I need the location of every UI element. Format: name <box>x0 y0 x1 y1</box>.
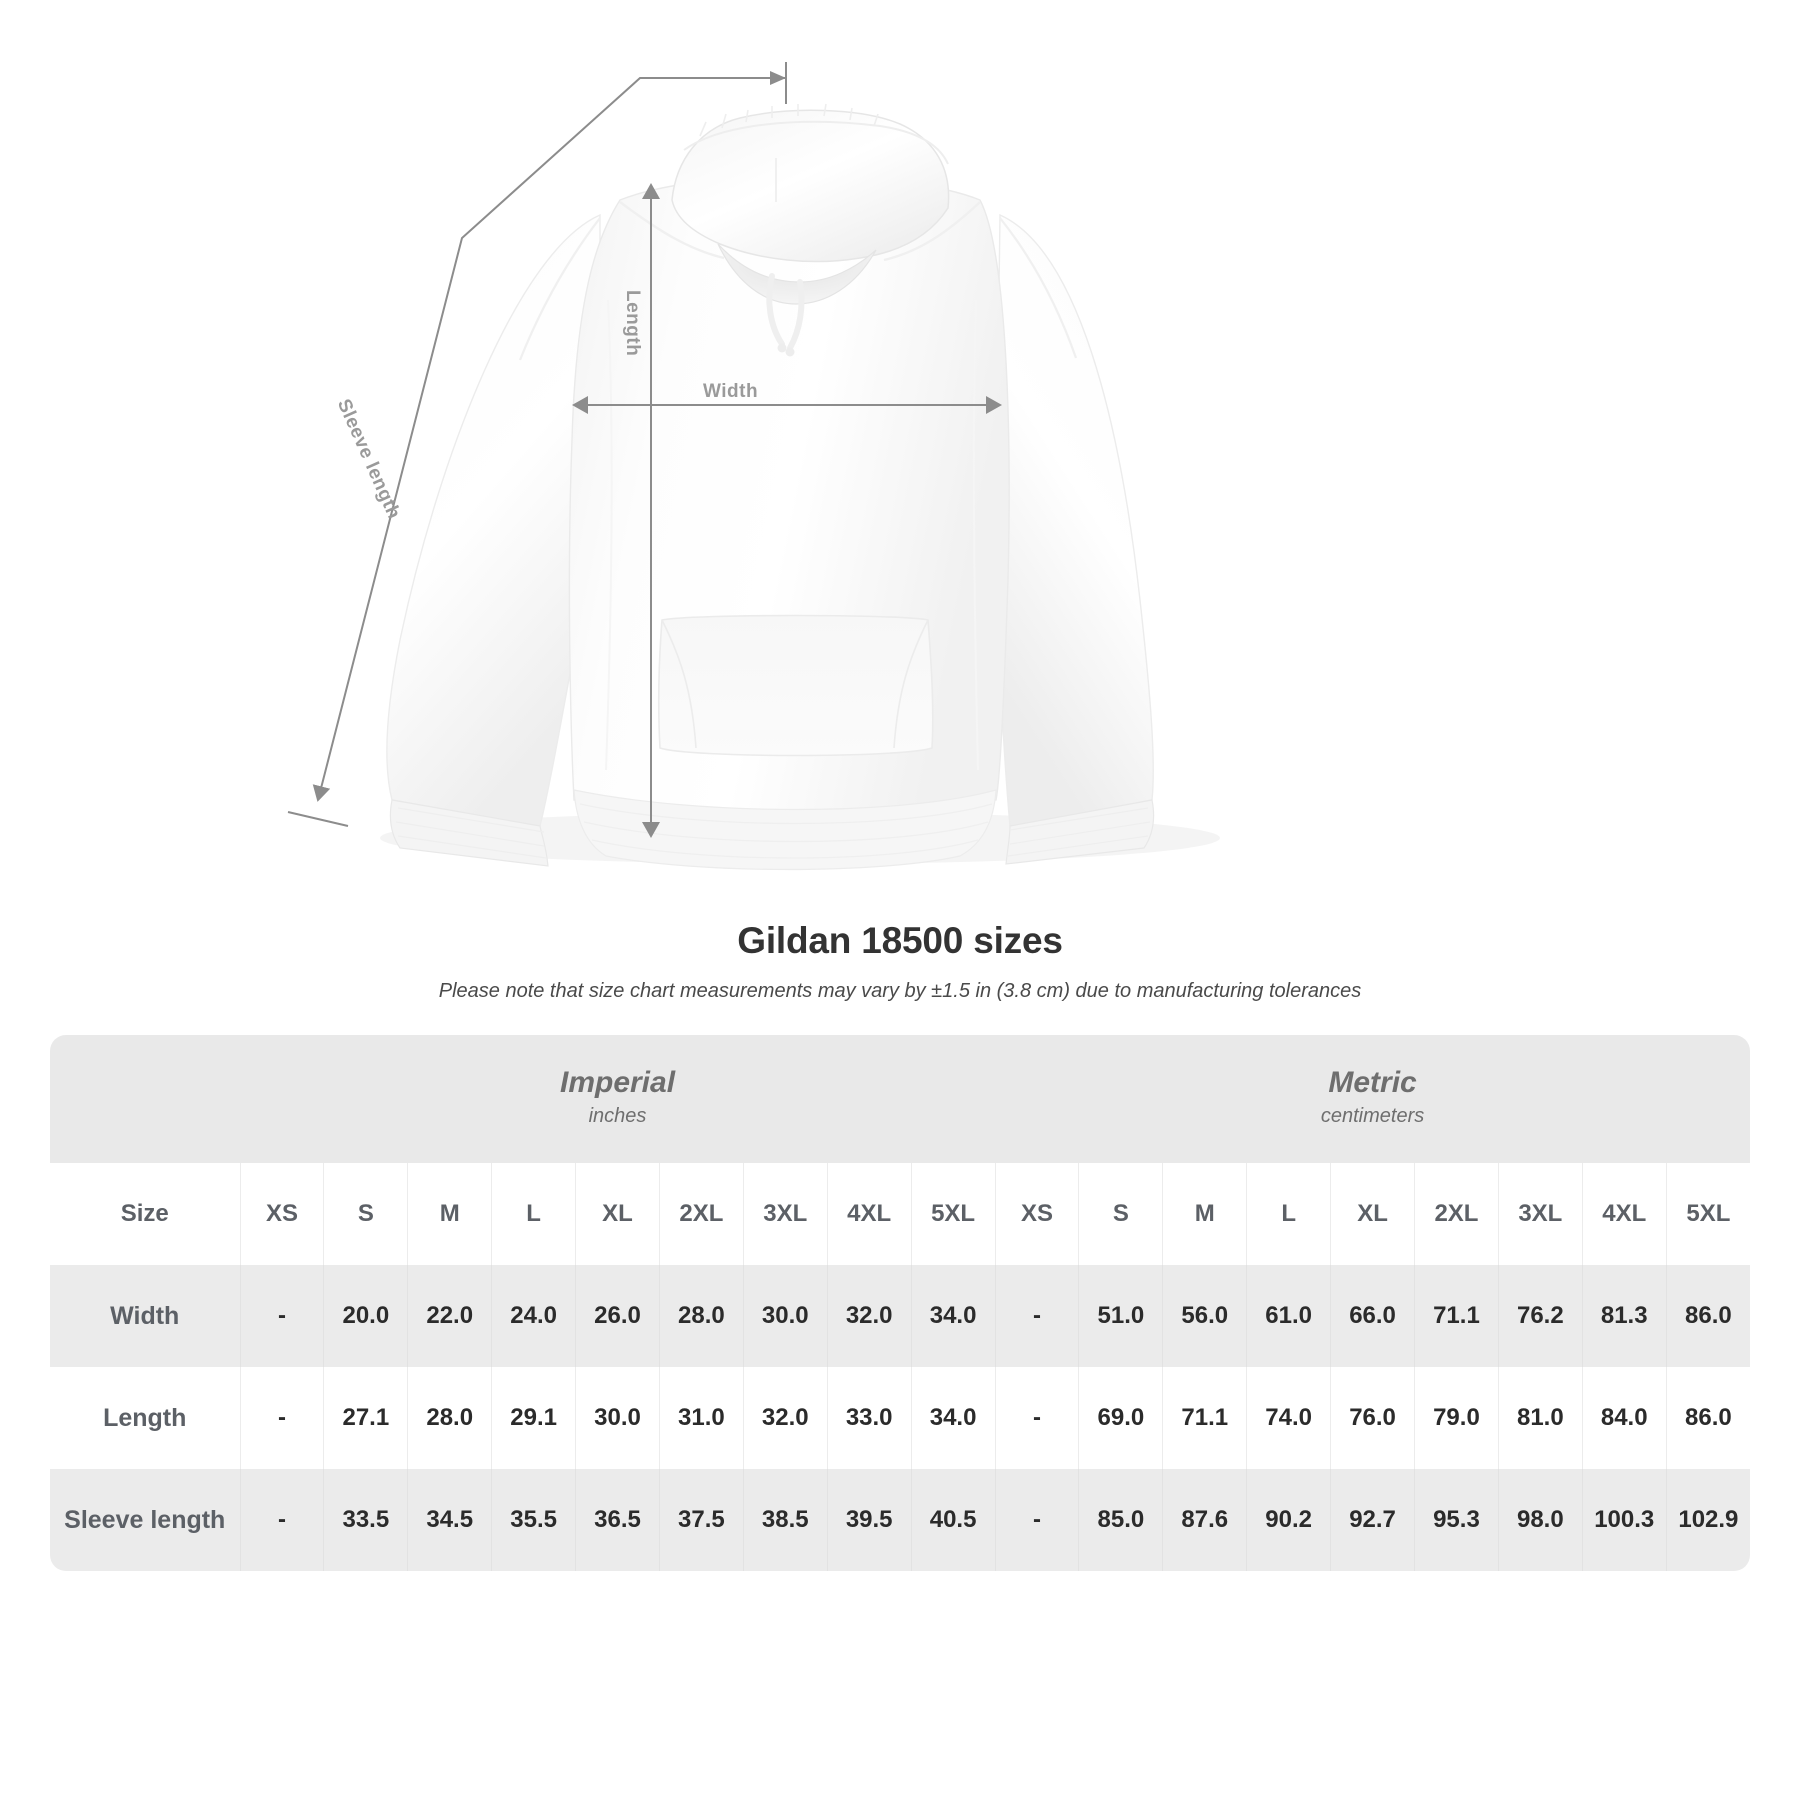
size-header-imperial-5xl: 5XL <box>910 1163 996 1265</box>
cell-length-metric-3xl: 81.0 <box>1497 1367 1583 1469</box>
size-row-label: Size <box>50 1163 240 1265</box>
size-header-metric-l: L <box>1246 1163 1331 1265</box>
size-header-imperial-s: S <box>323 1163 408 1265</box>
cell-sleeve-length-metric-xl: 92.7 <box>1330 1469 1415 1571</box>
cell-length-metric-s: 69.0 <box>1078 1367 1163 1469</box>
page-title: Gildan 18500 sizes <box>737 920 1063 961</box>
cell-length-metric-4xl: 84.0 <box>1581 1367 1667 1469</box>
cell-width-imperial-m: 22.0 <box>407 1265 492 1367</box>
cell-sleeve-length-imperial-s: 33.5 <box>323 1469 408 1571</box>
system-header-metric: Metric centimeters <box>995 1035 1751 1163</box>
cell-sleeve-length-metric-xs: - <box>994 1469 1079 1571</box>
cell-sleeve-length-metric-l: 90.2 <box>1246 1469 1331 1571</box>
cell-sleeve-length-metric-4xl: 100.3 <box>1581 1469 1667 1571</box>
chart-heading: Gildan 18500 sizes Please note that size… <box>0 920 1800 1003</box>
cell-width-metric-m: 56.0 <box>1162 1265 1247 1367</box>
size-header-metric-3xl: 3XL <box>1497 1163 1583 1265</box>
size-table-body: Width -20.0 22.0 24.0 26.0 28.0 30.0 32.0 34.0-5… <box>50 1265 1751 1571</box>
cell-length-metric-m: 71.1 <box>1162 1367 1247 1469</box>
cell-sleeve-length-metric-3xl: 98.0 <box>1497 1469 1583 1571</box>
size-header-imperial-2xl: 2XL <box>658 1163 744 1265</box>
cell-sleeve-length-metric-5xl: 102.9 <box>1665 1469 1751 1571</box>
cell-length-metric-xs: - <box>994 1367 1079 1469</box>
size-header-metric-xl: XL <box>1330 1163 1415 1265</box>
row-label-sleeve-length: Sleeve length <box>50 1469 240 1571</box>
cell-width-metric-5xl: 86.0 <box>1665 1265 1751 1367</box>
size-header-metric-2xl: 2XL <box>1414 1163 1499 1265</box>
size-chart-table: Imperial inches Metric centimeters Size … <box>50 1035 1751 1571</box>
system-header-imperial: Imperial inches <box>240 1035 996 1163</box>
cell-length-imperial-xs: - <box>239 1367 324 1469</box>
cell-sleeve-length-imperial-3xl: 38.5 <box>742 1469 828 1571</box>
row-label-width: Width <box>50 1265 240 1367</box>
size-header-metric-m: M <box>1162 1163 1247 1265</box>
cell-width-metric-l: 61.0 <box>1246 1265 1331 1367</box>
cell-sleeve-length-imperial-4xl: 39.5 <box>826 1469 912 1571</box>
cell-sleeve-length-imperial-xs: - <box>239 1469 324 1571</box>
cell-width-imperial-s: 20.0 <box>323 1265 408 1367</box>
cell-width-imperial-2xl: 28.0 <box>658 1265 744 1367</box>
table-row: Sleeve length -33.5 34.5 35.5 36.5 37.5 38.5 39… <box>50 1469 1751 1571</box>
cell-sleeve-length-metric-m: 87.6 <box>1162 1469 1247 1571</box>
cell-length-imperial-4xl: 33.0 <box>826 1367 912 1469</box>
cell-width-imperial-xs: - <box>239 1265 324 1367</box>
cell-width-metric-xl: 66.0 <box>1330 1265 1415 1367</box>
cell-sleeve-length-imperial-2xl: 37.5 <box>658 1469 744 1571</box>
tolerance-note: Please note that size chart measurements… <box>438 980 1362 1002</box>
system-unit-metric: centimeters <box>1320 1105 1425 1128</box>
size-header-imperial-4xl: 4XL <box>826 1163 912 1265</box>
cell-length-metric-l: 74.0 <box>1246 1367 1331 1469</box>
system-unit-imperial: inches <box>588 1105 647 1128</box>
cell-width-imperial-3xl: 30.0 <box>742 1265 828 1367</box>
cell-length-metric-2xl: 79.0 <box>1414 1367 1499 1469</box>
cell-sleeve-length-imperial-xl: 36.5 <box>575 1469 660 1571</box>
cell-width-metric-3xl: 76.2 <box>1497 1265 1583 1367</box>
cell-sleeve-length-metric-2xl: 95.3 <box>1414 1469 1499 1571</box>
cell-length-imperial-s: 27.1 <box>323 1367 408 1469</box>
garment-diagram: Length Width Sleeve length <box>287 62 1220 871</box>
cell-sleeve-length-imperial-5xl: 40.5 <box>910 1469 996 1571</box>
cell-length-imperial-5xl: 34.0 <box>910 1367 996 1469</box>
cell-width-metric-xs: - <box>994 1265 1079 1367</box>
size-table-wrapper: Imperial inches Metric centimeters Size … <box>50 1035 1751 1571</box>
width-dimension-label: Width <box>703 381 759 402</box>
size-header-imperial-xs: XS <box>239 1163 324 1265</box>
row-label-length: Length <box>50 1367 240 1469</box>
cell-width-metric-s: 51.0 <box>1078 1265 1163 1367</box>
hoodie-illustration <box>380 103 1220 871</box>
length-dimension-label: Length <box>622 290 643 357</box>
size-header-imperial-m: M <box>407 1163 492 1265</box>
size-header-metric-5xl: 5XL <box>1665 1163 1751 1265</box>
cell-length-metric-5xl: 86.0 <box>1665 1367 1751 1469</box>
system-row-label-spacer <box>50 1035 240 1163</box>
size-header-metric-4xl: 4XL <box>1581 1163 1667 1265</box>
table-row: Width -20.0 22.0 24.0 26.0 28.0 30.0 32.0 34.0-5… <box>50 1265 1751 1367</box>
cell-length-imperial-2xl: 31.0 <box>658 1367 744 1469</box>
size-header-imperial-3xl: 3XL <box>742 1163 828 1265</box>
cell-sleeve-length-imperial-l: 35.5 <box>491 1469 576 1571</box>
cell-length-metric-xl: 76.0 <box>1330 1367 1415 1469</box>
size-header-metric-xs: XS <box>994 1163 1079 1265</box>
size-header-imperial-l: L <box>491 1163 576 1265</box>
size-header-row: Size XS S M L XL 2XL 3XL 4XL 5XL XS S M L XL 2XL 3XL 4XL… <box>50 1163 1751 1265</box>
table-row: Length -27.1 28.0 29.1 30.0 31.0 32.0 33.0 34.0-… <box>50 1367 1751 1469</box>
cell-length-imperial-l: 29.1 <box>491 1367 576 1469</box>
cell-length-imperial-xl: 30.0 <box>575 1367 660 1469</box>
size-header-imperial-xl: XL <box>575 1163 660 1265</box>
cell-sleeve-length-metric-s: 85.0 <box>1078 1469 1163 1571</box>
cell-length-imperial-3xl: 32.0 <box>742 1367 828 1469</box>
system-name-metric: Metric <box>1328 1065 1417 1099</box>
size-header-metric-s: S <box>1078 1163 1163 1265</box>
system-header-row: Imperial inches Metric centimeters <box>50 1035 1751 1163</box>
cell-width-metric-2xl: 71.1 <box>1414 1265 1499 1367</box>
cell-width-imperial-4xl: 32.0 <box>826 1265 912 1367</box>
cell-width-imperial-xl: 26.0 <box>575 1265 660 1367</box>
system-name-imperial: Imperial <box>559 1065 676 1099</box>
cell-width-metric-4xl: 81.3 <box>1581 1265 1667 1367</box>
cell-width-imperial-5xl: 34.0 <box>910 1265 996 1367</box>
cell-sleeve-length-imperial-m: 34.5 <box>407 1469 492 1571</box>
cell-width-imperial-l: 24.0 <box>491 1265 576 1367</box>
cell-length-imperial-m: 28.0 <box>407 1367 492 1469</box>
